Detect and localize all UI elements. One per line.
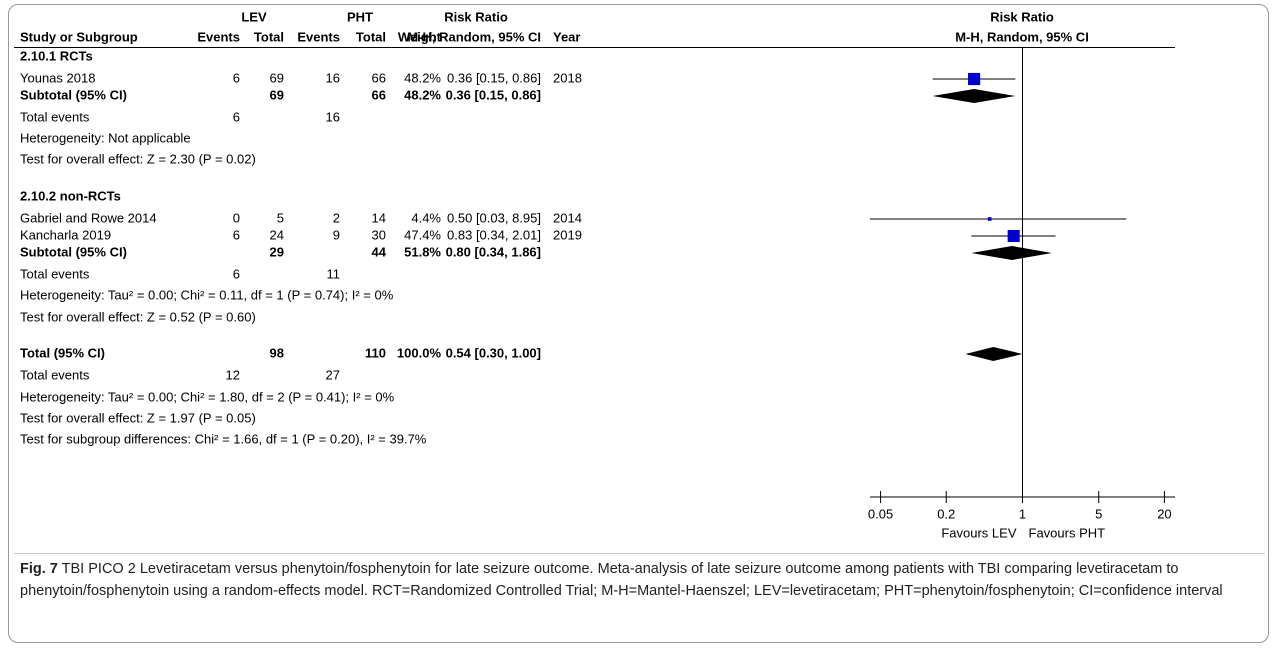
events-e1: 12 (226, 367, 240, 382)
favours-right: Favours PHT (1029, 525, 1106, 540)
note-label: Heterogeneity: Not applicable (20, 130, 191, 145)
forest-plot: LEV PHT Risk Ratio Risk Ratio M-H, Random, 9… (14, 9, 1265, 554)
note-label: Test for overall effect: Z = 0.52 (P = 0… (20, 309, 256, 324)
study-weight-label: 48.2% (404, 70, 441, 85)
heading-label: 2.10.1 RCTs (20, 48, 93, 63)
note-label: Test for subgroup differences: Chi² = 1.… (20, 431, 427, 446)
study-e1: 6 (233, 227, 240, 242)
study-e1: 0 (233, 210, 240, 225)
events-label: Total events (20, 367, 90, 382)
study-n1: 69 (270, 70, 284, 85)
study-e2: 9 (333, 227, 340, 242)
study-year: 2018 (553, 70, 582, 85)
study-square (968, 72, 981, 86)
subtotal-n2: 110 (365, 345, 386, 360)
study-n1: 5 (277, 210, 284, 225)
subtotal-weight-label: 100.0% (397, 345, 442, 360)
plot-title: Risk Ratio (990, 9, 1054, 24)
column-header: Events (197, 29, 240, 44)
caption-text: TBI PICO 2 Levetiracetam versus phenytoi… (20, 561, 1223, 599)
column-header: M-H, Random, 95% CI (407, 29, 541, 44)
group-header: PHT (347, 9, 373, 24)
study-effect-label: 0.50 [0.03, 8.95] (447, 210, 541, 225)
subtotal-label: Subtotal (95% CI) (20, 87, 127, 102)
study-weight-label: 47.4% (404, 227, 441, 242)
study-label: Gabriel and Rowe 2014 (20, 210, 157, 225)
x-tick-label: 5 (1095, 506, 1102, 521)
study-weight-label: 4.4% (411, 210, 441, 225)
column-header: Total (254, 29, 284, 44)
study-e1: 6 (233, 70, 240, 85)
study-n2: 14 (372, 210, 386, 225)
subtotal-n2: 66 (372, 87, 386, 102)
study-e2: 2 (333, 210, 340, 225)
events-e2: 27 (326, 367, 340, 382)
column-header: Events (297, 29, 340, 44)
subtotal-effect-label: 0.80 [0.34, 1.86] (446, 244, 541, 259)
study-year: 2019 (553, 227, 582, 242)
note-label: Test for overall effect: Z = 2.30 (P = 0… (20, 151, 256, 166)
study-n1: 24 (270, 227, 284, 242)
subtotal-weight-label: 48.2% (404, 87, 441, 102)
study-n2: 30 (372, 227, 386, 242)
study-e2: 16 (326, 70, 340, 85)
x-tick-label: 1 (1019, 506, 1026, 521)
events-label: Total events (20, 109, 90, 124)
column-header: Weight (398, 29, 442, 44)
note-label: Test for overall effect: Z = 1.97 (P = 0… (20, 410, 256, 425)
subtotal-weight-label: 51.8% (404, 244, 441, 259)
subtotal-effect-label: 0.54 [0.30, 1.00] (446, 345, 541, 360)
study-year: 2014 (553, 210, 582, 225)
study-square (987, 217, 992, 221)
summary-diamond (965, 347, 1023, 361)
events-label: Total events (20, 266, 90, 281)
column-header: Total (356, 29, 386, 44)
subtotal-n1: 69 (270, 87, 284, 102)
x-tick-label: 0.2 (937, 506, 955, 521)
study-square (1007, 229, 1020, 243)
caption: Fig. 7 TBI PICO 2 Levetiracetam versus p… (20, 559, 1260, 602)
plot-subtitle: M-H, Random, 95% CI (955, 29, 1089, 44)
subtotal-n1: 98 (270, 345, 284, 360)
note-label: Heterogeneity: Tau² = 0.00; Chi² = 0.11,… (20, 287, 394, 302)
events-e1: 6 (233, 266, 240, 281)
caption-label: Fig. 7 (20, 561, 58, 577)
x-tick-label: 0.05 (868, 506, 893, 521)
events-e1: 6 (233, 109, 240, 124)
study-effect-label: 0.83 [0.34, 2.01] (447, 227, 541, 242)
favours-left: Favours LEV (941, 525, 1016, 540)
frame (8, 4, 1269, 643)
subtotal-label: Subtotal (95% CI) (20, 244, 127, 259)
subtotal-n2: 44 (372, 244, 387, 259)
study-label: Kancharla 2019 (20, 227, 111, 242)
heading-label: 2.10.2 non-RCTs (20, 188, 121, 203)
study-effect-label: 0.36 [0.15, 0.86] (447, 70, 541, 85)
subtotal-n1: 29 (270, 244, 284, 259)
events-e2: 16 (326, 109, 340, 124)
study-label: Younas 2018 (20, 70, 95, 85)
subtotal-label: Total (95% CI) (20, 345, 105, 360)
subtotal-effect-label: 0.36 [0.15, 0.86] (446, 87, 541, 102)
column-header: Year (553, 29, 580, 44)
study-n2: 66 (372, 70, 386, 85)
summary-diamond (932, 89, 1016, 103)
effect-header: Risk Ratio (444, 9, 508, 24)
column-header: Study or Subgroup (20, 29, 138, 44)
events-e2: 11 (327, 266, 341, 281)
group-header: LEV (241, 9, 267, 24)
note-label: Heterogeneity: Tau² = 0.00; Chi² = 1.80,… (20, 389, 395, 404)
summary-diamond (971, 246, 1052, 260)
x-tick-label: 20 (1157, 506, 1171, 521)
